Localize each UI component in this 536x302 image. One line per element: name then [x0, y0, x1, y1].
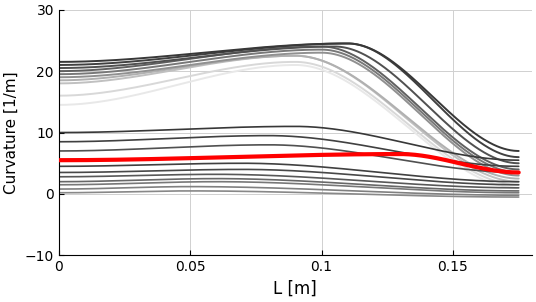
Y-axis label: Curvature [1/m]: Curvature [1/m]	[4, 71, 19, 194]
X-axis label: L [m]: L [m]	[273, 280, 317, 298]
